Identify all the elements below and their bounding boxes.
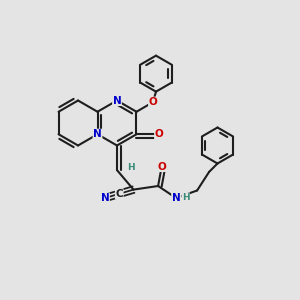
- Text: O: O: [154, 129, 164, 139]
- Text: C: C: [116, 189, 123, 199]
- Text: H: H: [128, 163, 135, 172]
- Text: N: N: [112, 95, 122, 106]
- Text: N: N: [93, 129, 102, 139]
- Text: O: O: [148, 97, 158, 107]
- Text: N: N: [172, 193, 181, 203]
- Text: O: O: [157, 161, 166, 172]
- Text: H: H: [182, 193, 190, 202]
- Text: N: N: [100, 193, 109, 203]
